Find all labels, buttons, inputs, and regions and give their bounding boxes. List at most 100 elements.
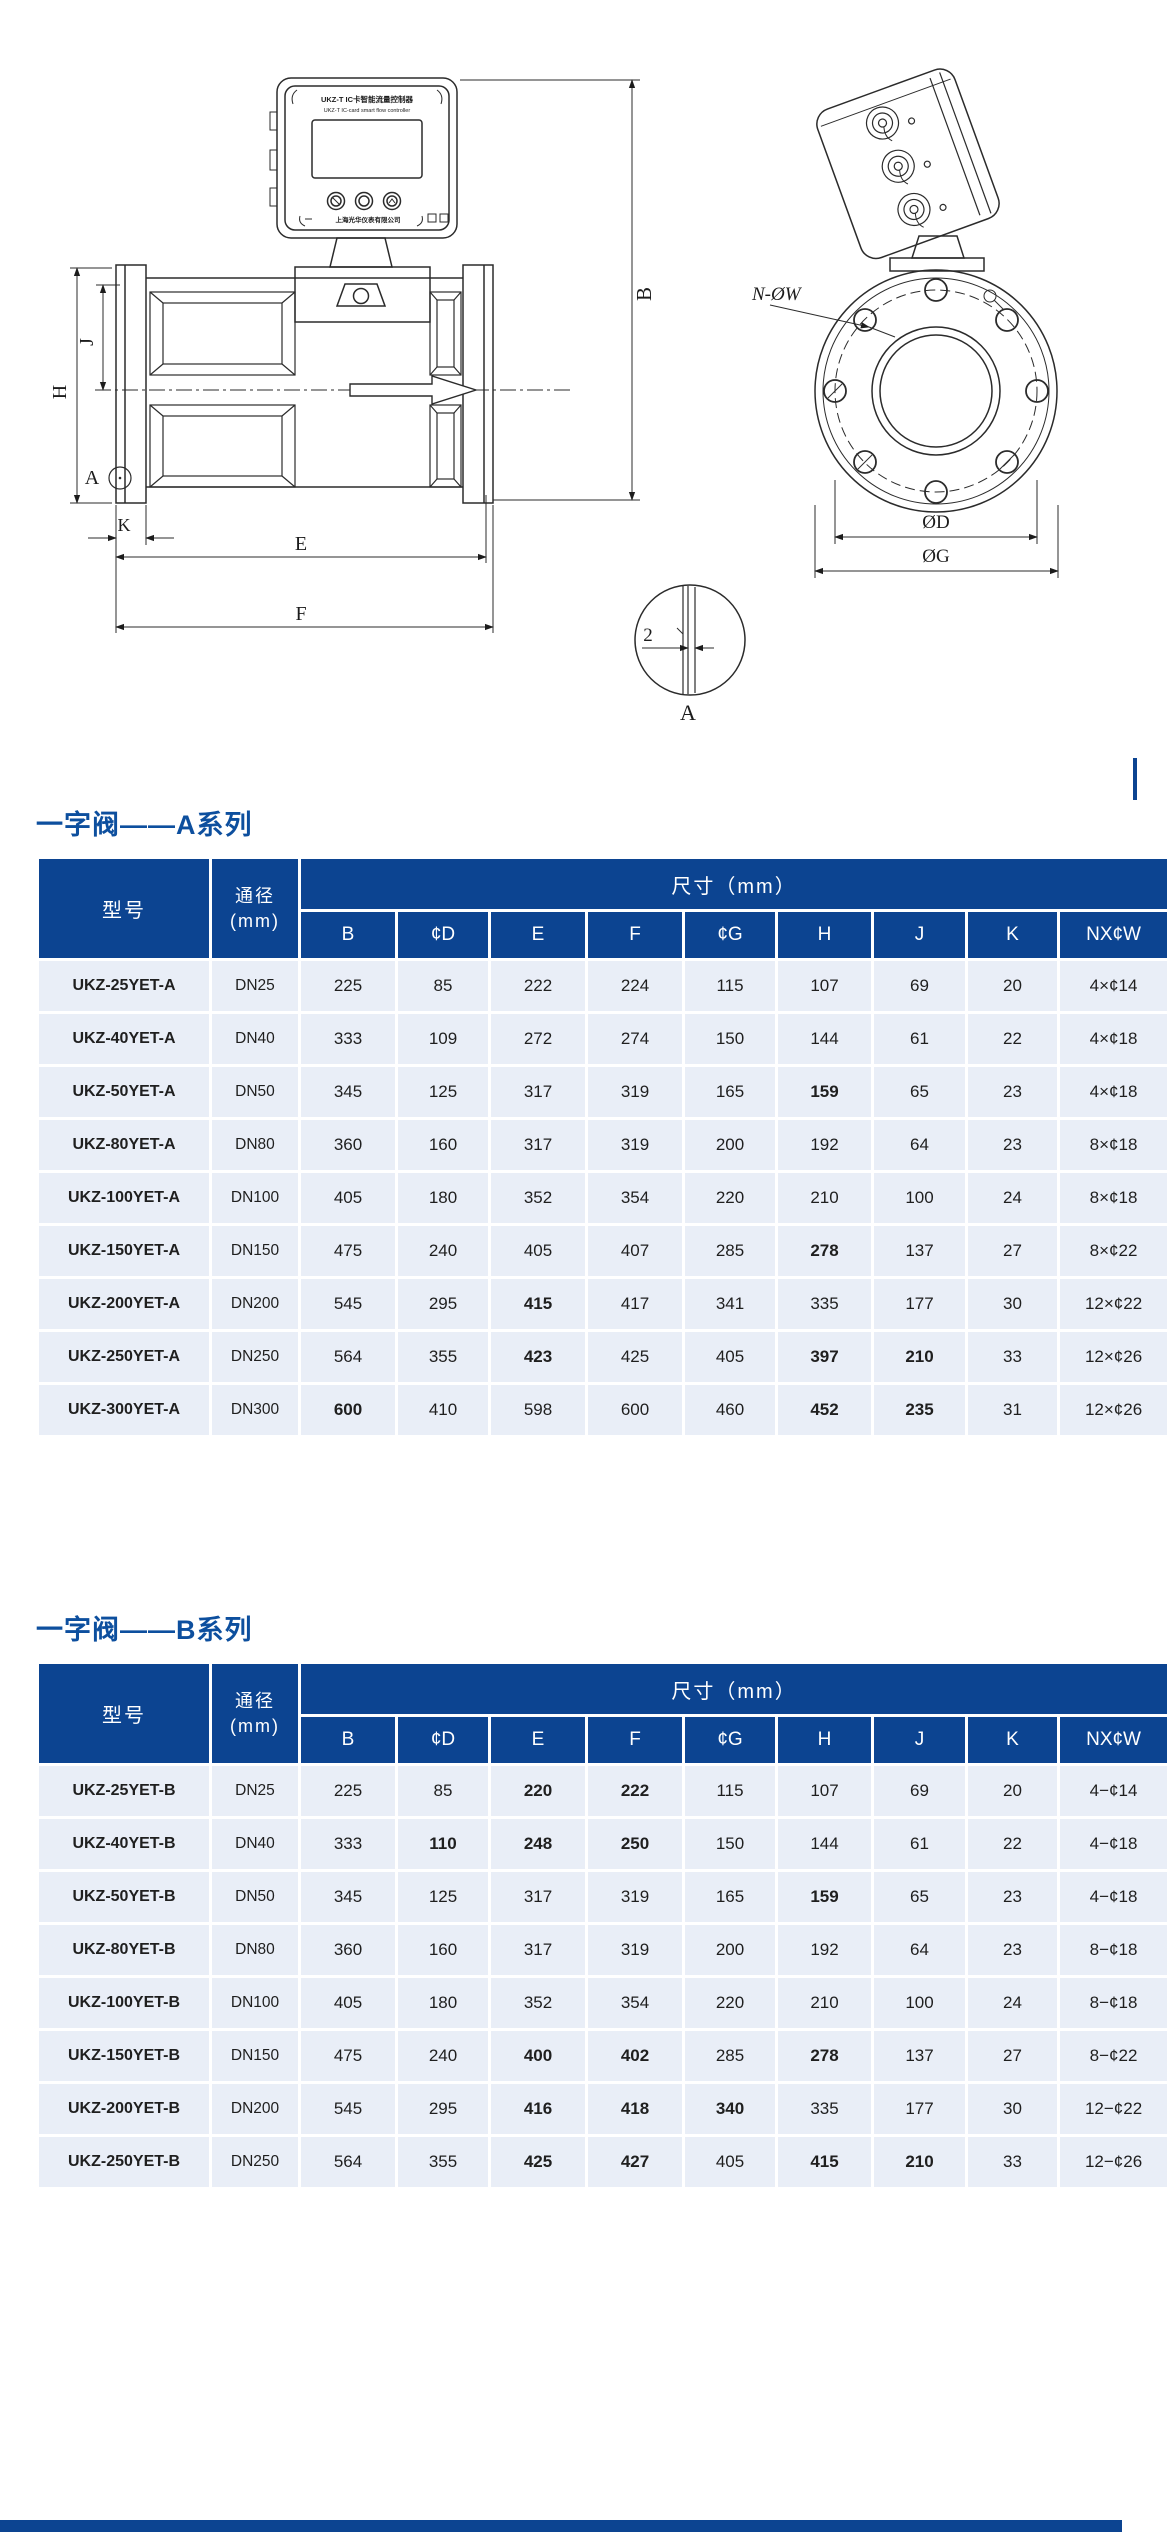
col-header-dn: 通径 (mm): [212, 859, 298, 958]
value-cell: 24: [968, 1173, 1057, 1223]
value-cell: 341: [685, 1279, 775, 1329]
table-row: UKZ-25YET-A DN25 225 85 222 224 115 107 69 20 4×¢1…: [39, 961, 1168, 1011]
series-b-title: 一字阀——B系列: [36, 1615, 253, 1645]
table-row: UKZ-80YET-A DN80 360 160 317 319 200 192 64 23 8×¢…: [39, 1120, 1168, 1170]
flow-arrow: [349, 375, 479, 405]
value-cell: 220: [685, 1978, 775, 2028]
value-cell: 12×¢22: [1060, 1279, 1168, 1329]
value-cell: 235: [874, 1385, 965, 1435]
dim-col-header: ¢D: [398, 912, 488, 958]
value-cell: 8×¢22: [1060, 1226, 1168, 1276]
detail-a-drawing: 2 A: [634, 584, 746, 725]
dim-col-header: F: [588, 1717, 682, 1763]
series-b-section: 一字阀——B系列 型号 通径 (mm) 尺寸（mm） B ¢D E F ¢G H J K NX¢W…: [36, 1608, 1170, 2190]
model-cell: UKZ-25YET-A: [39, 961, 209, 1011]
model-cell: UKZ-200YET-B: [39, 2084, 209, 2134]
value-cell: 416: [491, 2084, 585, 2134]
value-cell: 150: [685, 1819, 775, 1869]
model-cell: UKZ-250YET-A: [39, 1332, 209, 1382]
value-cell: 222: [491, 961, 585, 1011]
dim-col-header: J: [874, 912, 965, 958]
value-cell: 69: [874, 961, 965, 1011]
value-cell: DN80: [212, 1120, 298, 1170]
value-cell: 12×¢26: [1060, 1385, 1168, 1435]
model-cell: UKZ-200YET-A: [39, 1279, 209, 1329]
bolt-holes: [823, 278, 1049, 504]
value-cell: 319: [588, 1120, 682, 1170]
table-row: UKZ-200YET-A DN200 545 295 415 417 341 335 177 30…: [39, 1279, 1168, 1329]
value-cell: DN250: [212, 2137, 298, 2187]
value-cell: 200: [685, 1120, 775, 1170]
value-cell: 352: [491, 1173, 585, 1223]
value-cell: 417: [588, 1279, 682, 1329]
value-cell: 115: [685, 961, 775, 1011]
value-cell: 250: [588, 1819, 682, 1869]
value-cell: 110: [398, 1819, 488, 1869]
value-cell: 23: [968, 1872, 1057, 1922]
value-cell: 22: [968, 1014, 1057, 1064]
value-cell: 177: [874, 1279, 965, 1329]
dim-E: E: [115, 495, 487, 563]
col-header-dims: 尺寸（mm）: [301, 859, 1168, 909]
lcd-screen: [311, 119, 423, 179]
value-cell: 295: [398, 2084, 488, 2134]
value-cell: 8−¢18: [1060, 1925, 1168, 1975]
value-cell: 27: [968, 2031, 1057, 2081]
table-row: UKZ-40YET-B DN40 333 110 248 250 150 144 61 22 4−¢…: [39, 1819, 1168, 1869]
value-cell: 345: [301, 1872, 395, 1922]
value-cell: 85: [398, 1766, 488, 1816]
value-cell: 192: [778, 1120, 871, 1170]
value-cell: 333: [301, 1014, 395, 1064]
dim-col-header: ¢G: [685, 1717, 775, 1763]
table-row: UKZ-300YET-A DN300 600 410 598 600 460 452 235 31…: [39, 1385, 1168, 1435]
value-cell: DN200: [212, 2084, 298, 2134]
value-cell: 23: [968, 1120, 1057, 1170]
value-cell: 355: [398, 1332, 488, 1382]
value-cell: 12−¢26: [1060, 2137, 1168, 2187]
value-cell: 8×¢18: [1060, 1173, 1168, 1223]
dim-col-header: F: [588, 912, 682, 958]
brand-text: 上海光华仪表有限公司: [336, 215, 401, 224]
dim-col-header: J: [874, 1717, 965, 1763]
value-cell: DN100: [212, 1173, 298, 1223]
table-row: UKZ-50YET-A DN50 345 125 317 319 165 159 65 23 4×¢…: [39, 1067, 1168, 1117]
value-cell: 317: [491, 1925, 585, 1975]
flange-view-drawing: N-ØW ØD ØG: [751, 68, 1059, 578]
dim-G: ØG: [814, 505, 1059, 578]
model-cell: UKZ-100YET-B: [39, 1978, 209, 2028]
table-row: UKZ-200YET-B DN200 545 295 416 418 340 335 177 30…: [39, 2084, 1168, 2134]
dim-col-header: B: [301, 912, 395, 958]
value-cell: 402: [588, 2031, 682, 2081]
value-cell: DN25: [212, 961, 298, 1011]
dn-label: 通径: [235, 886, 275, 907]
value-cell: 137: [874, 2031, 965, 2081]
value-cell: 20: [968, 961, 1057, 1011]
value-cell: 405: [301, 1978, 395, 2028]
model-cell: UKZ-150YET-B: [39, 2031, 209, 2081]
dim-label-B: B: [632, 287, 656, 301]
value-cell: 159: [778, 1067, 871, 1117]
table-row: UKZ-150YET-A DN150 475 240 405 407 285 278 137 27…: [39, 1226, 1168, 1276]
value-cell: 27: [968, 1226, 1057, 1276]
value-cell: DN40: [212, 1819, 298, 1869]
value-cell: 564: [301, 2137, 395, 2187]
series-a-table: 型号 通径 (mm) 尺寸（mm） B ¢D E F ¢G H J K NX¢W UKZ-25YE…: [36, 856, 1170, 1438]
value-cell: 274: [588, 1014, 682, 1064]
side-view-drawing: UKZ-T IC卡智能流量控制器 UKZ-T IC-card smart flo…: [49, 77, 656, 633]
table-row: UKZ-80YET-B DN80 360 160 317 319 200 192 64 23 8−¢…: [39, 1925, 1168, 1975]
value-cell: 278: [778, 1226, 871, 1276]
dim-label-E: E: [295, 533, 307, 555]
value-cell: 405: [301, 1173, 395, 1223]
value-cell: 425: [491, 2137, 585, 2187]
surface-mark-icon: [983, 289, 1005, 311]
value-cell: 64: [874, 1925, 965, 1975]
value-cell: 64: [874, 1120, 965, 1170]
value-cell: 150: [685, 1014, 775, 1064]
value-cell: 425: [588, 1332, 682, 1382]
value-cell: 125: [398, 1872, 488, 1922]
value-cell: 460: [685, 1385, 775, 1435]
value-cell: 210: [778, 1173, 871, 1223]
value-cell: 20: [968, 1766, 1057, 1816]
value-cell: DN300: [212, 1385, 298, 1435]
